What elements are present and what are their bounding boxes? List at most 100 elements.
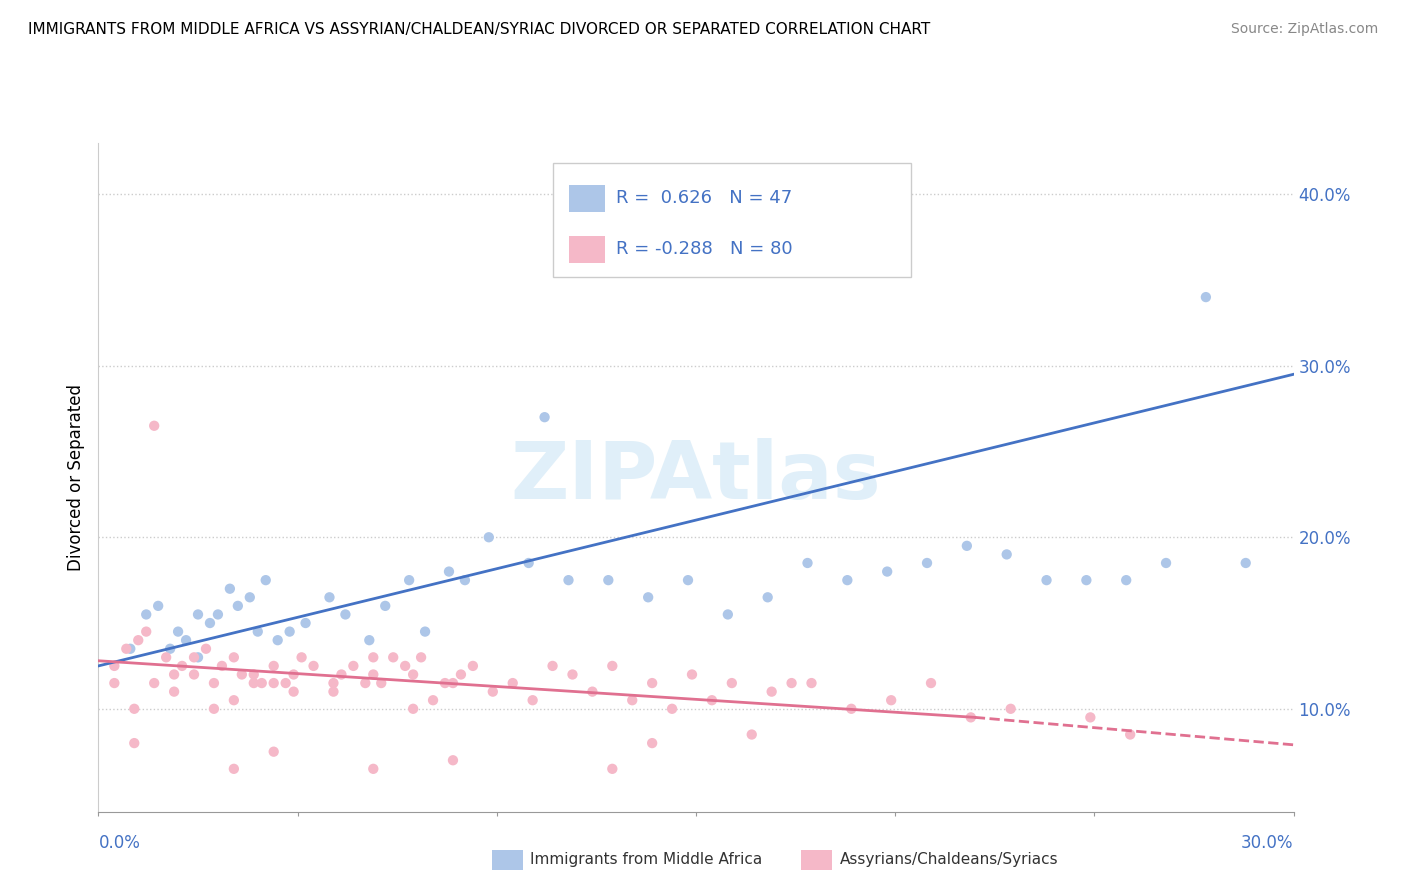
Point xyxy=(243,676,266,690)
Point xyxy=(359,633,381,648)
Point xyxy=(202,702,225,716)
Point xyxy=(243,667,266,681)
Point xyxy=(318,591,340,605)
Point xyxy=(278,624,301,639)
Point xyxy=(135,607,157,622)
Point xyxy=(602,762,624,776)
Point xyxy=(283,667,305,681)
Point xyxy=(159,641,181,656)
Point xyxy=(342,659,364,673)
Point xyxy=(502,676,524,690)
Point xyxy=(920,676,942,690)
Point xyxy=(127,633,149,648)
Text: IMMIGRANTS FROM MIDDLE AFRICA VS ASSYRIAN/CHALDEAN/SYRIAC DIVORCED OR SEPARATED : IMMIGRANTS FROM MIDDLE AFRICA VS ASSYRIA… xyxy=(28,22,931,37)
Point xyxy=(183,650,205,665)
Point xyxy=(194,641,218,656)
Point xyxy=(441,753,464,767)
Point xyxy=(222,650,245,665)
Point xyxy=(478,530,501,544)
Point xyxy=(124,736,146,750)
Point xyxy=(533,410,555,425)
Point xyxy=(219,582,242,596)
Point xyxy=(382,650,405,665)
Point xyxy=(222,762,245,776)
Text: Source: ZipAtlas.com: Source: ZipAtlas.com xyxy=(1230,22,1378,37)
Point xyxy=(143,676,166,690)
Point xyxy=(187,650,209,665)
Point xyxy=(172,659,194,673)
Point xyxy=(1080,710,1102,724)
Point xyxy=(183,667,205,681)
Point xyxy=(211,659,233,673)
Point xyxy=(330,667,353,681)
Point xyxy=(721,676,744,690)
Point xyxy=(302,659,325,673)
Point xyxy=(541,659,564,673)
Point xyxy=(741,727,763,741)
Point xyxy=(148,599,170,613)
Text: Immigrants from Middle Africa: Immigrants from Middle Africa xyxy=(530,853,762,867)
Point xyxy=(394,659,416,673)
Text: 0.0%: 0.0% xyxy=(98,834,141,852)
Point xyxy=(402,702,425,716)
Point xyxy=(717,607,740,622)
Point xyxy=(450,667,472,681)
Point xyxy=(1115,573,1137,587)
Point xyxy=(226,599,249,613)
Point xyxy=(437,565,460,579)
Point xyxy=(263,676,285,690)
Point xyxy=(335,607,357,622)
Point xyxy=(174,633,197,648)
Point xyxy=(598,573,620,587)
Point xyxy=(135,624,157,639)
Point xyxy=(780,676,803,690)
Point xyxy=(621,693,644,707)
Point xyxy=(163,684,186,698)
Point xyxy=(481,684,505,698)
Point xyxy=(370,676,392,690)
Point xyxy=(1195,290,1218,304)
Point xyxy=(374,599,396,613)
Point xyxy=(841,702,863,716)
Point xyxy=(222,693,245,707)
Point xyxy=(1076,573,1098,587)
Point xyxy=(637,591,659,605)
Point xyxy=(1000,702,1022,716)
Point xyxy=(676,573,699,587)
Point xyxy=(454,573,477,587)
Point xyxy=(322,676,344,690)
Point xyxy=(557,573,579,587)
Point xyxy=(120,641,142,656)
Point xyxy=(239,591,262,605)
Point xyxy=(761,684,783,698)
Point xyxy=(422,693,444,707)
Point xyxy=(880,693,903,707)
Point xyxy=(681,667,703,681)
Text: R =  0.626   N = 47: R = 0.626 N = 47 xyxy=(616,189,792,207)
Point xyxy=(522,693,544,707)
Point xyxy=(263,659,285,673)
Point xyxy=(796,556,818,570)
Point xyxy=(202,676,225,690)
Point xyxy=(363,650,385,665)
Point xyxy=(876,565,898,579)
Point xyxy=(461,659,484,673)
Point xyxy=(363,762,385,776)
Point xyxy=(207,607,229,622)
Point xyxy=(1119,727,1142,741)
Point xyxy=(103,659,125,673)
Point xyxy=(246,624,269,639)
Point xyxy=(124,702,146,716)
Point xyxy=(398,573,420,587)
Point xyxy=(800,676,823,690)
Point xyxy=(354,676,377,690)
Point xyxy=(700,693,723,707)
Point xyxy=(290,650,312,665)
Point xyxy=(441,676,464,690)
Point xyxy=(915,556,938,570)
Point xyxy=(402,667,425,681)
Point xyxy=(163,667,186,681)
Point xyxy=(413,624,436,639)
Point xyxy=(231,667,253,681)
Point xyxy=(143,418,166,433)
